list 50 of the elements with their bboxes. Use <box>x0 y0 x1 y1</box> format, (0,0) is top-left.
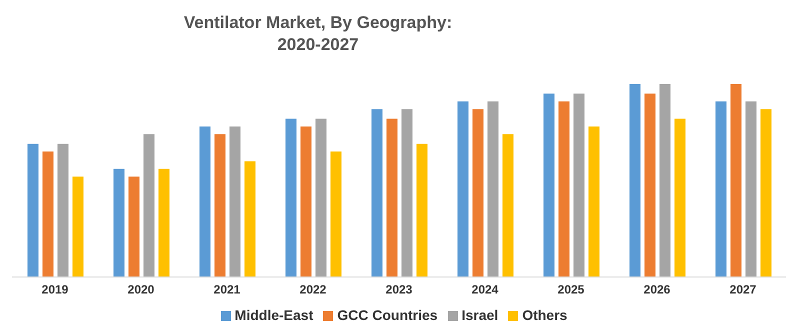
bar <box>244 161 256 277</box>
x-tick-label: 2019 <box>42 282 69 297</box>
x-tick-label: 2022 <box>300 282 327 297</box>
x-tick-label: 2021 <box>214 282 241 297</box>
bar <box>214 134 226 277</box>
bar <box>143 134 154 277</box>
bar <box>730 84 742 277</box>
bar <box>674 118 686 277</box>
legend-label: GCC Countries <box>337 307 438 323</box>
bar <box>543 94 554 277</box>
bar <box>401 109 412 277</box>
bar <box>315 118 326 277</box>
bar <box>659 84 670 277</box>
bar <box>330 152 342 277</box>
bar <box>416 144 428 277</box>
bar <box>229 126 240 277</box>
bar <box>158 168 170 277</box>
bar <box>502 134 514 277</box>
bar <box>371 109 382 277</box>
bar <box>27 144 38 277</box>
bar <box>57 144 68 277</box>
bar <box>42 152 54 277</box>
bar <box>457 101 468 277</box>
bar <box>487 101 498 277</box>
bar <box>285 118 296 277</box>
legend-label: Israel <box>462 307 498 323</box>
x-tick-label: 2024 <box>472 282 499 297</box>
bar <box>629 84 640 277</box>
bar <box>745 101 756 277</box>
x-tick-label: 2020 <box>128 282 155 297</box>
x-tick-label: 2025 <box>558 282 585 297</box>
bar <box>644 94 656 277</box>
bar <box>715 101 726 277</box>
bar <box>558 101 570 277</box>
chart-title: Ventilator Market, By Geography: 2020-2027 <box>182 12 454 56</box>
x-tick-label: 2027 <box>730 282 757 297</box>
legend-label: Middle-East <box>234 307 314 323</box>
legend-label: Others <box>522 307 568 323</box>
bar <box>113 168 124 277</box>
bar <box>573 94 584 277</box>
bar <box>128 176 140 277</box>
bar <box>386 118 398 277</box>
bar <box>760 109 772 277</box>
bar <box>300 126 312 277</box>
bar <box>472 109 484 277</box>
bar <box>199 126 210 277</box>
x-tick-label: 2026 <box>644 282 671 297</box>
bar <box>588 126 600 277</box>
bar <box>72 176 84 277</box>
x-tick-label: 2023 <box>386 282 413 297</box>
